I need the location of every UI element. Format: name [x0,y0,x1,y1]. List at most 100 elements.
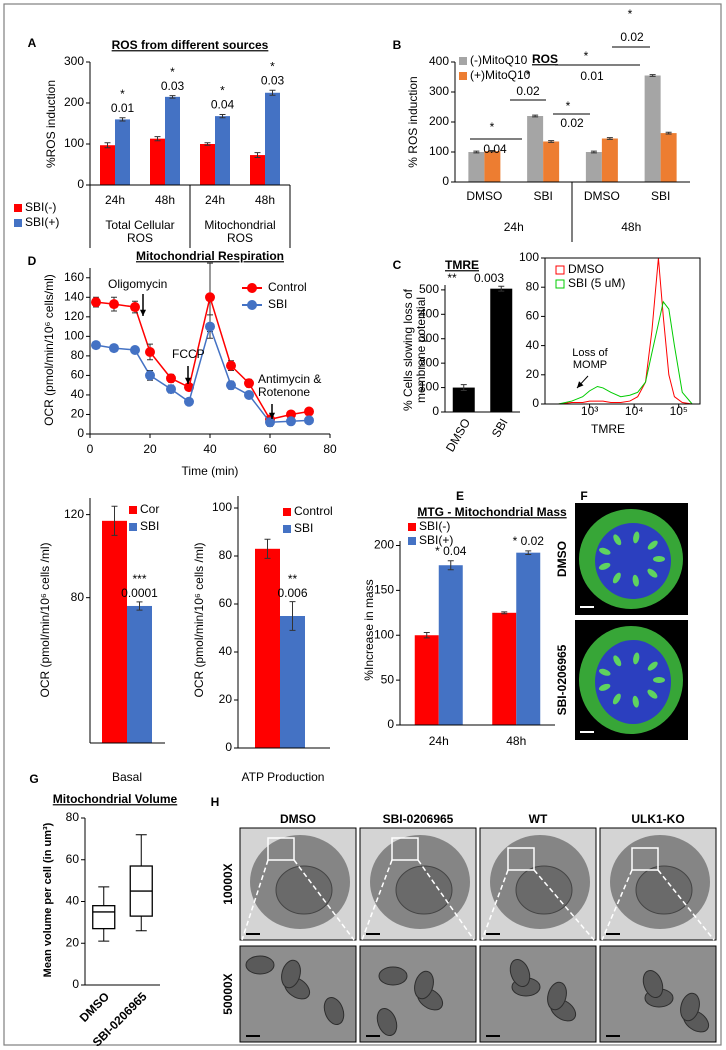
bar [490,288,513,412]
em-nucleus [515,865,573,915]
mitochondria-spot [599,547,611,555]
series-line [558,257,693,405]
y-tick-label: 200 [429,114,449,128]
bar [255,548,280,748]
data-point [145,370,155,381]
bar [215,116,230,185]
y-tick-label: 0 [532,396,539,410]
bar [543,141,560,182]
data-point [109,299,119,310]
annotation: 0.0001 [121,586,158,600]
group-label-box: Mitochondrial ROS [204,218,275,244]
error-bar [498,285,505,292]
annotation: * [628,7,633,21]
error-bar [254,152,261,159]
error-bar [473,150,480,154]
legend-swatch [14,219,22,227]
x-tick-label: 24h [429,734,449,748]
error-bar [501,611,508,615]
x-tick-label: 80 [323,442,337,456]
zoom-guide [533,869,595,941]
error-bar [136,601,143,611]
group-label: 48h [621,220,641,234]
y-tick-label: 500 [419,282,439,296]
mitochondria-spot [633,652,640,665]
x-tick-label: SBI [533,189,552,203]
x-tick-label: 10⁵ [670,404,688,418]
mitochondria-spot [598,562,611,570]
annotation: 0.003 [474,271,504,285]
group-label-box: Total Cellular ROS [105,218,174,244]
data-point [304,415,314,426]
mitochondria-spot [632,574,639,587]
y-tick-label: 60 [526,309,540,323]
y-tick-label: 150 [374,583,394,597]
bar [115,119,130,185]
y-axis-label: % ROS induction [406,76,421,168]
panel-letter: D [28,254,37,268]
bar [265,92,280,185]
zoom-guide [601,869,633,941]
legend-label: (+)MitoQ10 [470,68,531,82]
error-bar [104,142,111,149]
em-image-high [479,945,597,1043]
y-tick-label: 100 [419,380,439,394]
annotation: 0.01 [111,101,135,115]
error-bar [447,560,454,571]
error-bar [423,632,430,639]
mitochondria-spot [647,661,658,671]
box [92,905,116,930]
error-bar [590,150,597,154]
annotation: *** [132,572,146,586]
legend-label: SBI [140,519,159,533]
x-axis-label: Time (min) [182,464,239,478]
mitochondria-spot [632,695,639,708]
y-tick-label: 100 [519,250,539,264]
panel-letter: G [29,772,38,786]
bar [585,152,602,182]
mitochondria-spot [613,655,622,667]
legend-label: Control [268,280,307,294]
whisker-low [135,916,147,932]
data-point [265,417,275,428]
group-label: 24h [504,220,524,234]
data-point [184,396,194,407]
y-axis-label-box: % ROS induction [406,76,421,168]
y-axis-label: OCR (pmol/min/10⁶ cells/ml) [42,274,57,426]
zoom-box [267,837,295,861]
legend-label: SBI(+) [25,215,59,229]
em-mitochondrion [509,958,531,988]
arrow-head [184,377,192,384]
em-nucleus [635,865,693,915]
em-mitochondrion [414,970,434,1000]
annotation: 0.02 [620,30,644,44]
data-point [304,406,314,417]
y-axis-label: Mean volume per cell (in um³) [41,822,54,978]
data-point [286,416,296,427]
y-tick-label: 120 [64,309,84,323]
data-point [226,360,236,371]
legend-marker [247,300,257,310]
y-tick-label: 100 [374,627,394,641]
legend-swatch [408,537,416,545]
bar [280,616,305,748]
x-tick-label: DMSO [584,189,620,203]
bar [660,133,677,182]
zoom-guide [241,859,269,941]
annotation: 0.006 [277,586,307,600]
legend-label: Cor [140,502,159,516]
annotation: * [120,87,125,101]
y-axis-label-box: % Cells slowing loss of membrane potenti… [401,289,428,411]
mitochondria-spot [647,540,658,550]
legend-label: SBI(-) [419,519,450,533]
annotation: * [584,49,589,63]
x-tick-label: DMSO [77,989,112,1024]
x-axis-label: ATP Production [242,770,325,784]
data-point [166,384,176,395]
legend-swatch [555,265,565,275]
annotation: 0.03 [261,73,285,87]
plot-frame [544,257,701,405]
legend-label: DMSO [568,262,604,276]
annotation: Loss of MOMP [572,346,608,371]
bar [250,155,265,185]
